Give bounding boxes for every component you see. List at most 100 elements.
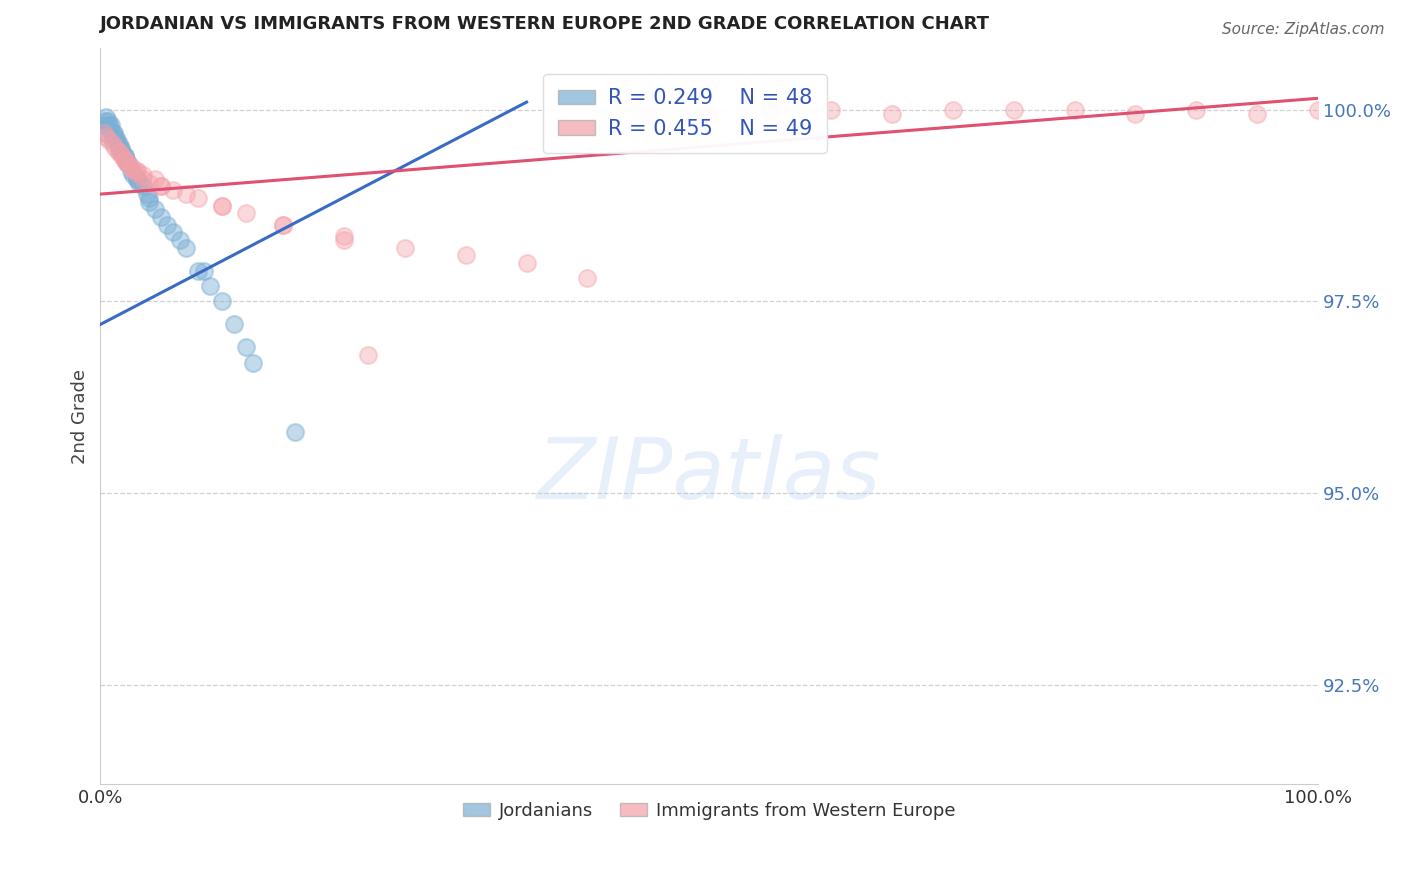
Point	[111, 145, 134, 159]
Point	[110, 141, 132, 155]
Point	[115, 153, 138, 167]
Point	[333, 229, 356, 244]
Point	[122, 168, 145, 182]
Point	[124, 164, 146, 178]
Point	[162, 183, 184, 197]
Point	[120, 161, 142, 175]
Point	[1002, 103, 1025, 117]
Point	[96, 111, 118, 125]
Point	[104, 129, 127, 144]
Point	[942, 103, 965, 117]
Point	[150, 210, 173, 224]
Point	[107, 141, 129, 155]
Point	[211, 294, 233, 309]
Point	[1185, 103, 1208, 117]
Point	[394, 241, 416, 255]
Point	[93, 126, 115, 140]
Point	[198, 279, 221, 293]
Point	[697, 106, 720, 120]
Point	[125, 171, 148, 186]
Point	[143, 171, 166, 186]
Point	[120, 164, 142, 178]
Point	[97, 118, 120, 132]
Point	[143, 202, 166, 217]
Point	[107, 145, 129, 159]
Point	[820, 103, 842, 117]
Point	[112, 149, 135, 163]
Point	[135, 187, 157, 202]
Point	[576, 271, 599, 285]
Point	[1246, 106, 1268, 120]
Point	[107, 145, 129, 159]
Point	[115, 156, 138, 170]
Point	[224, 318, 246, 332]
Point	[187, 264, 209, 278]
Point	[357, 348, 380, 362]
Point	[97, 114, 120, 128]
Point	[132, 168, 155, 182]
Point	[114, 149, 136, 163]
Point	[100, 118, 122, 132]
Point	[169, 233, 191, 247]
Point	[138, 176, 160, 190]
Point	[516, 256, 538, 270]
Point	[187, 191, 209, 205]
Point	[138, 191, 160, 205]
Point	[96, 126, 118, 140]
Point	[125, 164, 148, 178]
Point	[174, 241, 197, 255]
Point	[211, 199, 233, 213]
Point	[105, 133, 128, 147]
Point	[125, 164, 148, 178]
Point	[242, 356, 264, 370]
Point	[114, 153, 136, 167]
Point	[271, 218, 294, 232]
Point	[132, 171, 155, 186]
Point	[211, 199, 233, 213]
Point	[114, 153, 136, 167]
Point	[193, 264, 215, 278]
Point	[637, 106, 659, 120]
Point	[103, 126, 125, 140]
Point	[235, 206, 257, 220]
Point	[150, 179, 173, 194]
Point	[271, 218, 294, 232]
Point	[105, 133, 128, 147]
Point	[117, 156, 139, 170]
Point	[107, 137, 129, 152]
Point	[759, 103, 782, 117]
Point	[128, 176, 150, 190]
Legend: Jordanians, Immigrants from Western Europe: Jordanians, Immigrants from Western Euro…	[456, 795, 963, 827]
Point	[114, 149, 136, 163]
Text: Source: ZipAtlas.com: Source: ZipAtlas.com	[1222, 22, 1385, 37]
Point	[138, 194, 160, 209]
Point	[162, 226, 184, 240]
Point	[150, 179, 173, 194]
Point	[156, 218, 179, 232]
Point	[125, 171, 148, 186]
Text: ZIPatlas: ZIPatlas	[537, 434, 882, 516]
Point	[132, 179, 155, 194]
Point	[111, 149, 134, 163]
Point	[101, 137, 124, 152]
Point	[120, 161, 142, 175]
Point	[94, 114, 117, 128]
Text: JORDANIAN VS IMMIGRANTS FROM WESTERN EUROPE 2ND GRADE CORRELATION CHART: JORDANIAN VS IMMIGRANTS FROM WESTERN EUR…	[100, 15, 990, 33]
Point	[454, 248, 477, 262]
Point	[115, 156, 138, 170]
Point	[104, 141, 127, 155]
Point	[235, 341, 257, 355]
Point	[1125, 106, 1147, 120]
Point	[174, 187, 197, 202]
Y-axis label: 2nd Grade: 2nd Grade	[72, 369, 89, 464]
Point	[1308, 103, 1330, 117]
Point	[98, 122, 121, 136]
Point	[108, 141, 131, 155]
Point	[101, 133, 124, 147]
Point	[284, 425, 307, 439]
Point	[333, 233, 356, 247]
Point	[97, 133, 120, 147]
Point	[880, 106, 903, 120]
Point	[1063, 103, 1085, 117]
Point	[101, 126, 124, 140]
